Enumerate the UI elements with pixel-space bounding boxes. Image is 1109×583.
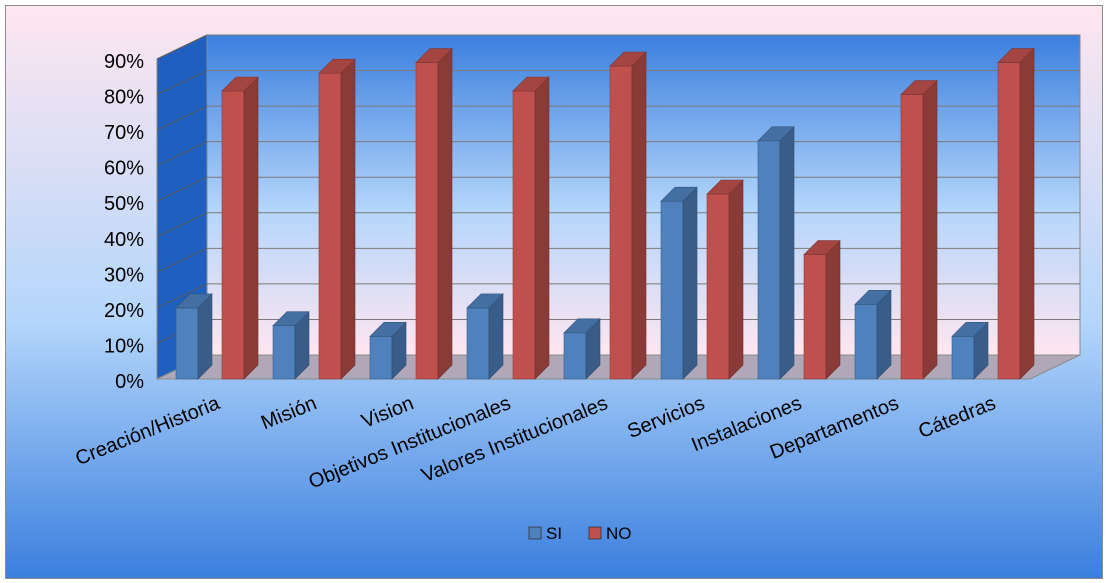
bar-si <box>660 186 698 380</box>
bar-no <box>609 51 647 380</box>
gridline-side <box>156 105 208 131</box>
bar-no <box>900 79 938 380</box>
bar-no <box>706 179 744 380</box>
bar-top <box>900 80 938 95</box>
bar-top <box>609 51 647 67</box>
gridline-side <box>156 283 208 309</box>
bar-side <box>340 58 356 380</box>
gridline-side <box>156 247 208 273</box>
bar-side <box>779 126 795 380</box>
bar-side <box>682 186 698 380</box>
bar-si <box>951 321 989 380</box>
chart-svg: 0%10%20%30%40%50%60%70%80%90%Creación/Hi… <box>6 6 1102 578</box>
bar-top <box>415 48 453 63</box>
y-tick-label: 70% <box>104 122 144 144</box>
bar-no <box>803 239 841 380</box>
y-tick-label: 10% <box>104 335 144 357</box>
gridline-side <box>156 176 208 202</box>
bar-si <box>757 126 795 380</box>
bar-front <box>609 65 633 380</box>
bar-no <box>221 76 259 380</box>
bar-side <box>631 51 647 380</box>
bar-front <box>415 62 439 380</box>
bar-side <box>488 293 504 380</box>
legend-label-si: SI <box>546 524 562 543</box>
bar-front <box>951 336 975 380</box>
bar-no <box>415 47 453 380</box>
bar-no <box>512 76 550 380</box>
bar-top <box>951 322 989 337</box>
bar-top <box>175 293 213 309</box>
bar-top <box>512 76 550 92</box>
bar-side <box>243 76 259 380</box>
y-tick-label: 80% <box>104 87 144 109</box>
bar-top <box>221 76 259 92</box>
bar-no <box>997 47 1035 380</box>
bar-top <box>369 322 407 337</box>
bar-side <box>728 179 744 380</box>
legend-swatch-si <box>528 526 542 540</box>
bar-top <box>854 290 892 305</box>
bars <box>175 47 1035 380</box>
bar-side <box>534 76 550 380</box>
bar-top <box>803 240 841 255</box>
bar-front <box>900 94 924 380</box>
bar-front <box>369 336 393 380</box>
bar-si <box>563 318 601 380</box>
bar-front <box>854 304 878 380</box>
gridline-side <box>156 70 208 96</box>
bar-side <box>197 293 213 380</box>
bar-top <box>466 293 504 309</box>
bar-si <box>854 289 892 380</box>
bar-top <box>757 126 795 142</box>
y-tick-label: 20% <box>104 300 144 322</box>
bar-front <box>803 254 827 380</box>
bar-top <box>997 48 1035 63</box>
y-tick-label: 0% <box>115 371 144 393</box>
y-tick-label: 60% <box>104 158 144 180</box>
bar-top <box>272 311 310 326</box>
bar-front <box>512 90 536 380</box>
bar-no <box>318 58 356 380</box>
bar-side <box>437 47 453 380</box>
bar-front <box>563 332 587 380</box>
bar-side <box>922 79 938 380</box>
legend: SI NO <box>528 524 632 543</box>
bar-side <box>1019 47 1035 380</box>
y-tick-label: 90% <box>104 51 144 73</box>
bar-front <box>175 307 199 380</box>
bar-front <box>997 62 1021 380</box>
bar-front <box>660 200 684 380</box>
legend-label-no: NO <box>606 524 632 543</box>
y-tick-label: 50% <box>104 193 144 215</box>
bar-front <box>272 325 296 380</box>
bar-si <box>175 293 213 380</box>
y-tick-label: 30% <box>104 264 144 286</box>
bar-si <box>272 310 310 380</box>
bar-top <box>563 318 601 334</box>
bar-front <box>221 90 245 380</box>
bar-top <box>660 186 698 202</box>
gridline-side <box>156 141 208 167</box>
bar-si <box>369 321 407 380</box>
bar-front <box>706 193 730 380</box>
bar-side <box>825 239 841 380</box>
gridline-side <box>156 34 208 60</box>
legend-swatch-no <box>588 526 602 540</box>
bar-front <box>318 72 342 380</box>
chart-frame: 0% 10% 20% 30% 40% 50% 60% 70% 80% 90% Creación/Hi… <box>5 5 1103 579</box>
bar-si <box>466 293 504 380</box>
bar-front <box>466 307 490 380</box>
gridline-side <box>156 212 208 238</box>
bar-front <box>757 140 781 380</box>
bar-top <box>706 179 744 195</box>
bar-side <box>876 289 892 380</box>
y-tick-label: 40% <box>104 229 144 251</box>
bar-top <box>318 58 356 74</box>
